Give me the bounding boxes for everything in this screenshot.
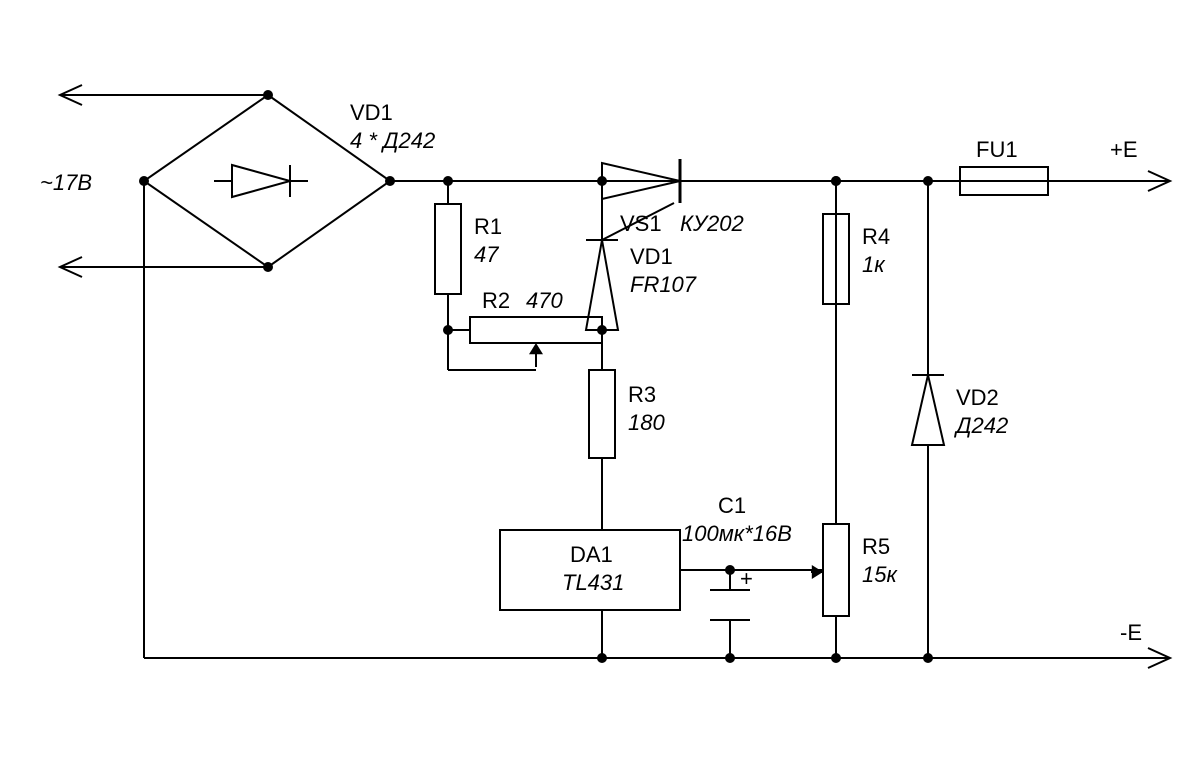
r1-ref: R1	[474, 214, 502, 239]
bridge-ref: VD1	[350, 100, 393, 125]
fuse-ref: FU1	[976, 137, 1018, 162]
c1-value: 100мк*16В	[682, 521, 792, 546]
vs1-ref: VS1	[620, 211, 662, 236]
da1-ref: DA1	[570, 542, 613, 567]
r1-value: 47	[474, 242, 499, 267]
r5-ref: R5	[862, 534, 890, 559]
vs1-value: КУ202	[680, 211, 744, 236]
r3-ref: R3	[628, 382, 656, 407]
r4-value: 1к	[862, 252, 886, 277]
bridge-value: 4 * Д242	[350, 128, 435, 153]
r5-value: 15к	[862, 562, 898, 587]
c1-ref: C1	[718, 493, 746, 518]
r2-ref: R2	[482, 288, 510, 313]
r4-ref: R4	[862, 224, 890, 249]
out-minus: -E	[1120, 620, 1142, 645]
out-plus: +E	[1110, 137, 1138, 162]
vd1-ref: VD1	[630, 244, 673, 269]
circuit-schematic: ~17В VD1 4 * Д242 R1 47 R2 470 VD1 FR107 VS1 КУ202…	[0, 0, 1200, 782]
r2-value: 470	[526, 288, 563, 313]
ac-input-label: ~17В	[40, 170, 92, 195]
vd1-value: FR107	[630, 272, 697, 297]
da1-value: TL431	[562, 570, 624, 595]
vd2-value: Д242	[953, 413, 1008, 438]
vd2-ref: VD2	[956, 385, 999, 410]
r3-value: 180	[628, 410, 665, 435]
c1-plus: +	[740, 566, 753, 591]
